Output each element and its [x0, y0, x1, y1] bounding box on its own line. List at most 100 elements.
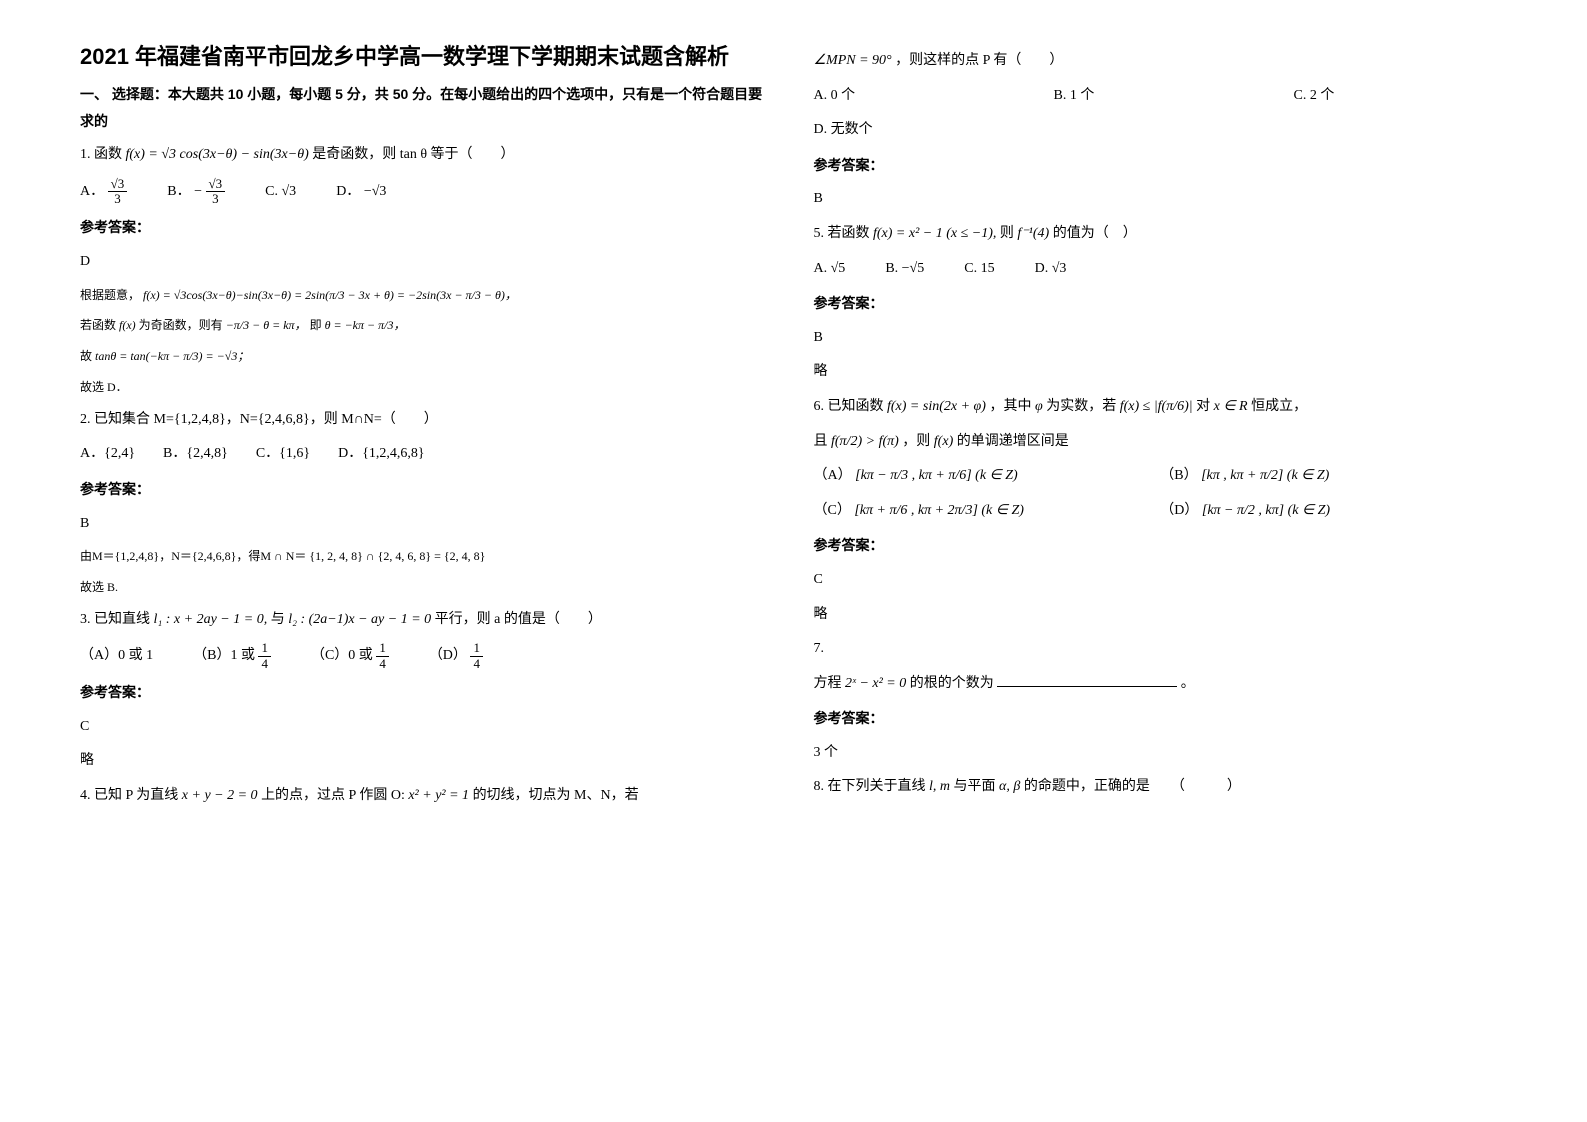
q6-optC: （C） [kπ + π/6 , kπ + 2π/3] (k ∈ Z): [814, 498, 1161, 525]
document-title: 2021 年福建省南平市回龙乡中学高一数学理下学期期末试题含解析: [80, 40, 774, 73]
q2-stem: 2. 已知集合 M={1,2,4,8}，N={2,4,6,8}，则 M∩N=（ …: [80, 407, 774, 434]
q6-optB-label: （B）: [1160, 468, 1197, 483]
q2-answer: B: [80, 511, 774, 538]
q1-optC-label: C.: [265, 184, 278, 199]
q6-opts-row1: （A） [kπ − π/3 , kπ + π/6] (k ∈ Z) （B） [k…: [814, 463, 1508, 490]
q3-optD-num: 1: [470, 641, 483, 656]
q8-stem: 8. 在下列关于直线 l, m 与平面 α, β 的命题中，正确的是 （ ）: [814, 774, 1508, 801]
q1-exp2-formula: −π/3 − θ = kπ，: [226, 318, 307, 332]
q7-answer-label: 参考答案：: [814, 705, 1508, 732]
blank-line: [997, 672, 1177, 687]
q3-optD-prefix: （D）: [429, 648, 467, 663]
q4-suffix: 的切线，切点为 M、N，若: [473, 788, 639, 803]
q5-brief: 略: [814, 359, 1508, 386]
q6-optD-val: [kπ − π/2 , kπ] (k ∈ Z): [1202, 503, 1330, 518]
q7-answer: 3 个: [814, 740, 1508, 767]
q6-mid3: 对: [1196, 399, 1210, 414]
q4-optC: C. 2 个: [1294, 83, 1335, 110]
q5-answer-label: 参考答案：: [814, 290, 1508, 317]
q5-optD-val: √3: [1052, 261, 1067, 276]
q1-optA: A． √3 3: [80, 177, 127, 207]
q1-exp3-prefix: 故: [80, 349, 92, 363]
q4-optA: A. 0 个: [814, 83, 1014, 110]
q3-suffix: 平行，则 a 的值是（ ）: [435, 612, 602, 627]
q1-exp2: 若函数 f(x) 为奇函数，则有 −π/3 − θ = kπ， 即 θ = −k…: [80, 314, 774, 337]
q1-optB-frac: √3 3: [206, 177, 226, 207]
q5-optC-val: 15: [981, 261, 995, 276]
q3-optB: （B）1 或 1 4: [193, 641, 271, 671]
q1-answer-label: 参考答案：: [80, 214, 774, 241]
q4-cond: ∠MPN = 90°: [814, 53, 892, 68]
q2-exp1: 由M＝{1,2,4,8}，N＝{2,4,6,8}，得M ∩ N＝ {1, 2, …: [80, 545, 774, 568]
q4-circle: x² + y² = 1: [408, 788, 469, 803]
q2-answer-label: 参考答案：: [80, 476, 774, 503]
q5-optD: D. √3: [1035, 256, 1067, 283]
q6-line2-mid: ，则: [902, 434, 930, 449]
right-column: ∠MPN = 90° ，则这样的点 P 有（ ） A. 0 个 B. 1 个 C…: [794, 40, 1528, 1082]
q3-optA: （A）0 或 1: [80, 643, 153, 670]
q3-options: （A）0 或 1 （B）1 或 1 4 （C）0 或 1 4 （D） 1: [80, 641, 774, 671]
q8-prefix: 8. 在下列关于直线: [814, 779, 926, 794]
q5-func: f(x) = x² − 1 (x ≤ −1),: [873, 226, 996, 241]
q6-optA-val: [kπ − π/3 , kπ + π/6] (k ∈ Z): [855, 468, 1018, 483]
q6-mid2: 为实数，若: [1046, 399, 1116, 414]
q6-answer: C: [814, 567, 1508, 594]
q5-options: A. √5 B. −√5 C. 15 D. √3: [814, 256, 1508, 283]
q6-optA: （A） [kπ − π/3 , kπ + π/6] (k ∈ Z): [814, 463, 1161, 490]
q3-optD-den: 4: [470, 657, 483, 671]
q1-options: A． √3 3 B． − √3 3 C. √3 D． −√3: [80, 177, 774, 207]
q6-domain: x ∈ R: [1214, 399, 1248, 414]
q5-finv: f⁻¹(4): [1017, 226, 1049, 241]
q6-answer-label: 参考答案：: [814, 532, 1508, 559]
q1-answer: D: [80, 249, 774, 276]
q1-optC: C. √3: [265, 179, 296, 206]
q1-optB-label: B．: [167, 184, 190, 199]
q6-suffix1: 恒成立，: [1251, 399, 1307, 414]
q1-exp2-fx: f(x): [119, 318, 136, 332]
q6-line2-prefix: 且: [814, 434, 828, 449]
q3-answer: C: [80, 714, 774, 741]
q6-brief: 略: [814, 602, 1508, 629]
q1-optA-den: 3: [108, 192, 128, 206]
q5-optB-val: −√5: [902, 261, 925, 276]
q5-optA-label: A.: [814, 261, 828, 276]
q5-mid: 则: [1000, 226, 1014, 241]
q6-prefix: 6. 已知函数: [814, 399, 884, 414]
q5-prefix: 5. 若函数: [814, 226, 870, 241]
q5-answer: B: [814, 325, 1508, 352]
q3-l1: l₁ : x + 2ay − 1 = 0,: [154, 612, 268, 627]
q1-prefix: 1. 函数: [80, 147, 122, 162]
q6-fx: f(x): [934, 434, 953, 449]
q6-optC-label: （C）: [814, 503, 851, 518]
q6-stem-line1: 6. 已知函数 f(x) = sin(2x + φ) ，其中 φ 为实数，若 f…: [814, 394, 1508, 421]
q1-optB-den: 3: [206, 192, 226, 206]
q7-prefix: 方程: [814, 676, 842, 691]
q1-optD-val: −√3: [364, 184, 387, 199]
q3-optC-prefix: （C）0 或: [311, 648, 373, 663]
q6-phi: φ: [1035, 399, 1043, 414]
q3-optD-frac: 1 4: [470, 641, 483, 671]
q4-mid: 上的点，过点 P 作圆 O:: [261, 788, 405, 803]
q1-optB-sign: −: [194, 184, 202, 199]
q4-stem-line1: 4. 已知 P 为直线 x + y − 2 = 0 上的点，过点 P 作圆 O:…: [80, 783, 774, 810]
q1-exp2-prefix: 若函数: [80, 318, 116, 332]
q1-optA-label: A．: [80, 184, 104, 199]
q4-optB: B. 1 个: [1054, 83, 1254, 110]
q6-optB-val: [kπ , kπ + π/2] (k ∈ Z): [1201, 468, 1329, 483]
q1-stem: 1. 函数 f(x) = √3 cos(3x−θ) − sin(3x−θ) 是奇…: [80, 142, 774, 169]
q8-lm: l, m: [929, 779, 950, 794]
q6-cond2: f(π/2) > f(π): [831, 434, 899, 449]
q4-stem2: ，则这样的点 P 有（ ）: [895, 53, 1063, 68]
q1-formula: f(x) = √3 cos(3x−θ) − sin(3x−θ): [126, 147, 309, 162]
q3-l2: l₂ : (2a−1)x − ay − 1 = 0: [288, 612, 431, 627]
q6-stem-line2: 且 f(π/2) > f(π) ，则 f(x) 的单调递增区间是: [814, 429, 1508, 456]
q6-func: f(x) = sin(2x + φ): [887, 399, 986, 414]
q3-optC-num: 1: [376, 641, 389, 656]
q1-optD-label: D．: [336, 184, 360, 199]
q1-exp3: 故 tanθ = tan(−kπ − π/3) = −√3；: [80, 345, 774, 368]
q4-optD: D. 无数个: [814, 117, 1508, 144]
left-column: 2021 年福建省南平市回龙乡中学高一数学理下学期期末试题含解析 一、 选择题：…: [60, 40, 794, 1082]
q3-optB-num: 1: [258, 641, 271, 656]
q4-options-row1: A. 0 个 B. 1 个 C. 2 个: [814, 83, 1508, 110]
q4-answer: B: [814, 186, 1508, 213]
